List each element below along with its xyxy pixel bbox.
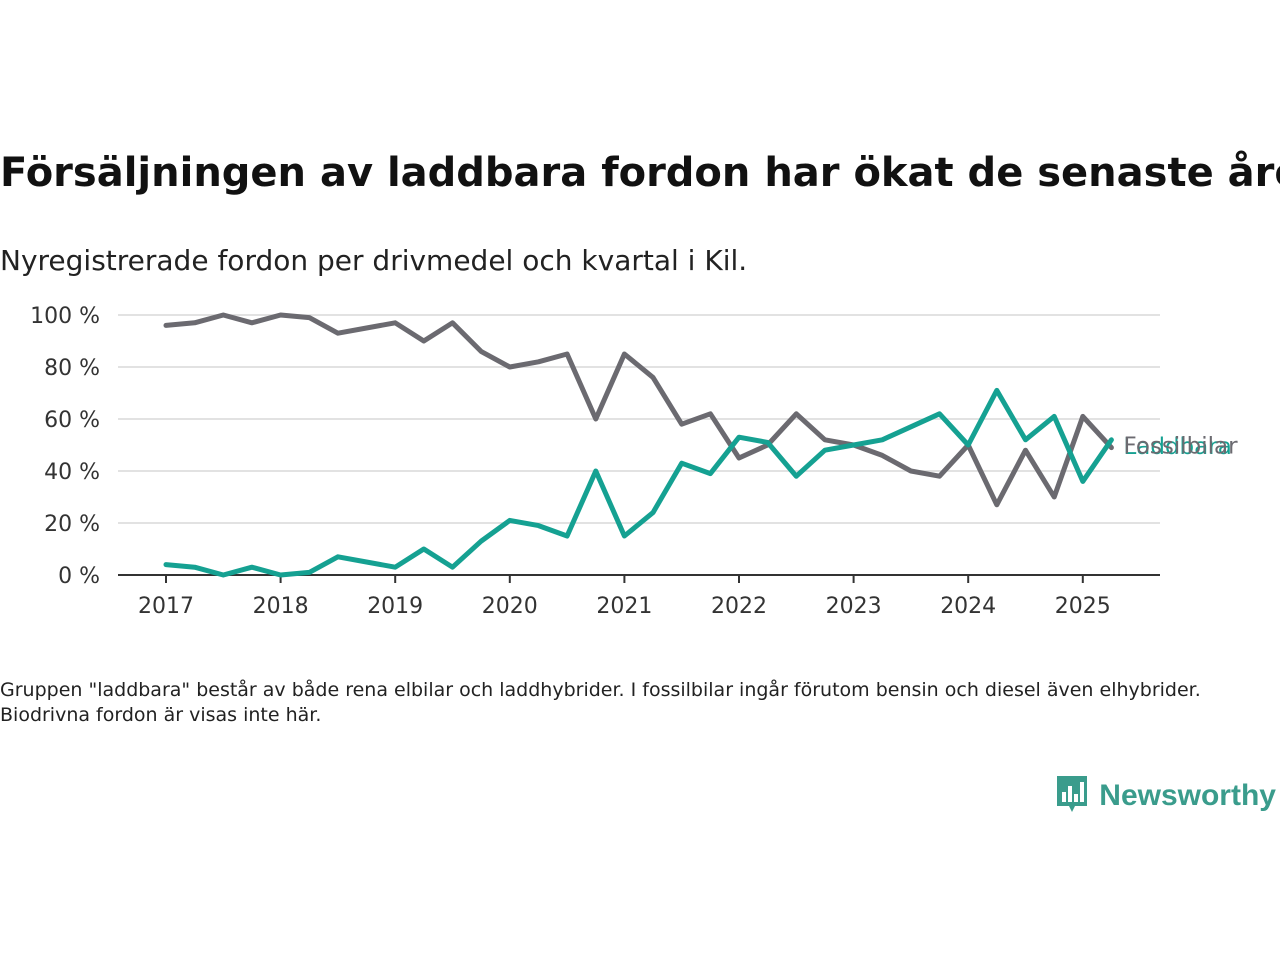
- y-tick-label: 80 %: [44, 356, 100, 381]
- newsworthy-logo-icon: [1055, 774, 1089, 818]
- y-tick-label: 0 %: [58, 564, 100, 589]
- x-axis: 2017 2018 2019 2020 2021 2022 2023 2024 2025: [118, 574, 1160, 619]
- brand-name: Newsworthy: [1099, 779, 1276, 812]
- series-label-fossilbilar: Fossilbilar: [1123, 434, 1238, 460]
- x-tick-label: 2017: [138, 594, 194, 619]
- x-tick-label: 2025: [1055, 594, 1111, 619]
- brand-logo[interactable]: Newsworthy: [1055, 774, 1276, 818]
- series-lines: [163, 312, 1114, 578]
- x-tick-label: 2018: [253, 594, 309, 619]
- x-tick-label: 2023: [826, 594, 882, 619]
- series-label-laddbara: Laddbara: [1123, 434, 1231, 460]
- y-tick-label: 60 %: [44, 408, 100, 433]
- footnote: Gruppen "laddbara" består av både rena e…: [0, 679, 1201, 726]
- x-tick-label: 2024: [940, 594, 996, 619]
- chart-title: Försäljningen av laddbara fordon har öka…: [0, 150, 1280, 196]
- y-tick-label: 100 %: [30, 304, 100, 329]
- line-chart: 0 % 20 % 40 % 60 % 80 % 100 % 2017 2018 2019 202…: [30, 304, 1238, 619]
- x-tick-label: 2019: [367, 594, 423, 619]
- series-line-fossilbilar: [163, 312, 1114, 508]
- x-tick-label: 2020: [482, 594, 538, 619]
- x-tick-label: 2022: [711, 594, 767, 619]
- chart-subtitle: Nyregistrerade fordon per drivmedel och …: [0, 244, 748, 277]
- series-line-laddbara: [163, 387, 1114, 578]
- y-tick-label: 20 %: [44, 512, 100, 537]
- x-tick-label: 2021: [596, 594, 652, 619]
- y-tick-label: 40 %: [44, 460, 100, 485]
- y-axis-ticks: 0 % 20 % 40 % 60 % 80 % 100 %: [30, 304, 100, 589]
